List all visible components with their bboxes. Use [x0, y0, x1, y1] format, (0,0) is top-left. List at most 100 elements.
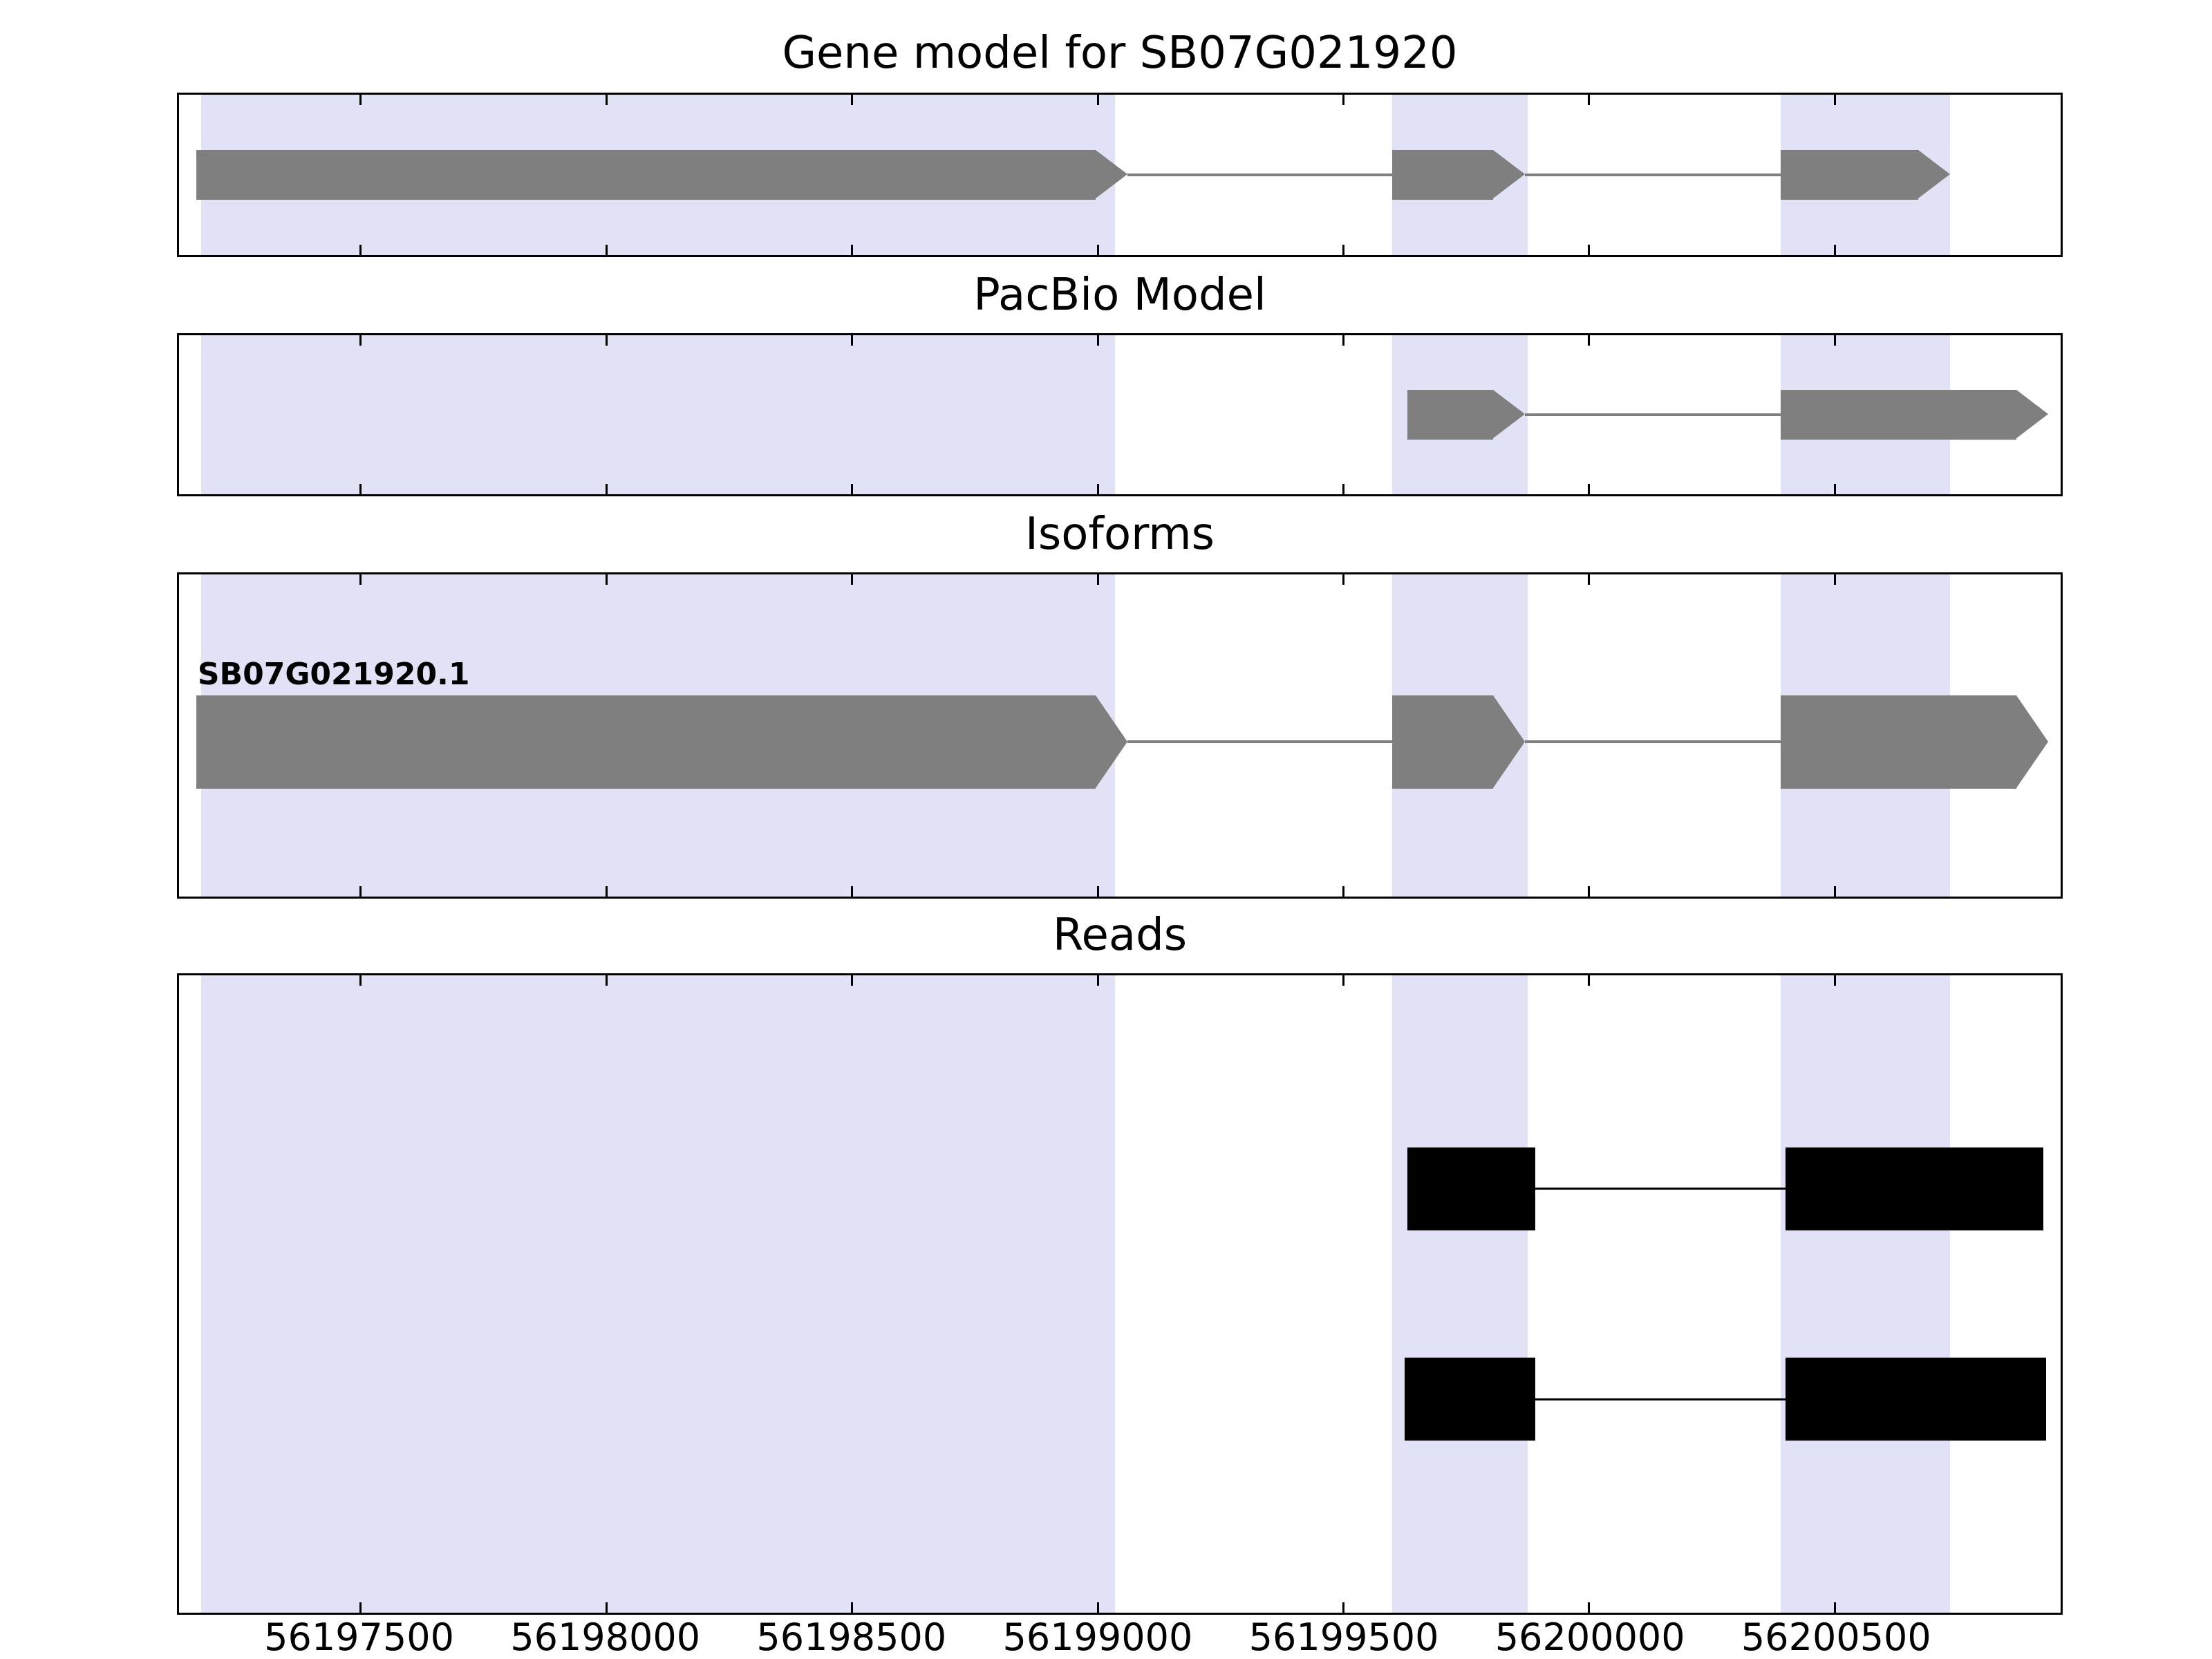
- x-axis-tick-label: 56198500: [756, 1615, 947, 1659]
- read-block: [1405, 1358, 1535, 1441]
- panel-reads: [177, 973, 2063, 1615]
- x-axis-tick-label: 56198000: [510, 1615, 701, 1659]
- exon-block: [1407, 390, 1494, 440]
- axis-tick-mark: [851, 1602, 854, 1613]
- axis-tick-mark: [359, 1602, 362, 1613]
- exon-block: [196, 695, 1096, 789]
- x-axis-tick-label: 56200000: [1494, 1615, 1685, 1659]
- highlight-region: [200, 335, 1115, 494]
- x-axis-tick-label: 56199500: [1248, 1615, 1439, 1659]
- intron-line: [1525, 413, 1781, 416]
- axis-tick-mark: [1342, 335, 1344, 346]
- panel-isoforms: SB07G021920.1: [177, 572, 2063, 899]
- axis-tick-mark: [359, 574, 362, 585]
- exon-arrow-tip: [1493, 150, 1526, 199]
- axis-tick-mark: [1833, 975, 1836, 986]
- exon-block: [1780, 695, 2017, 789]
- axis-tick-mark: [1096, 886, 1099, 897]
- axis-tick-mark: [1342, 574, 1344, 585]
- exon-block: [1780, 390, 2017, 440]
- axis-tick-mark: [1342, 975, 1344, 986]
- exon-block: [1780, 150, 1919, 200]
- axis-tick-mark: [359, 95, 362, 105]
- axis-tick-mark: [1588, 95, 1591, 105]
- exon-arrow-tip: [1095, 150, 1127, 199]
- axis-tick-mark: [1096, 574, 1099, 585]
- intron-line: [1525, 174, 1781, 176]
- axis-tick-mark: [1833, 245, 1836, 255]
- highlight-region: [1392, 975, 1528, 1613]
- axis-tick-mark: [359, 484, 362, 494]
- exon-arrow-tip: [2016, 695, 2049, 788]
- axis-tick-mark: [605, 95, 608, 105]
- axis-tick-mark: [605, 975, 608, 986]
- axis-tick-mark: [851, 95, 854, 105]
- axis-tick-mark: [359, 335, 362, 346]
- axis-tick-mark: [1833, 886, 1836, 897]
- axis-tick-mark: [605, 1602, 608, 1613]
- axis-tick-mark: [1833, 484, 1836, 494]
- axis-tick-mark: [359, 975, 362, 986]
- axis-tick-mark: [851, 975, 854, 986]
- panel-gene-model: [177, 93, 2063, 257]
- axis-tick-mark: [851, 335, 854, 346]
- axis-tick-mark: [1588, 975, 1591, 986]
- axis-tick-mark: [1096, 484, 1099, 494]
- exon-block: [196, 150, 1096, 200]
- axis-tick-mark: [1342, 484, 1344, 494]
- axis-tick-mark: [1096, 975, 1099, 986]
- exon-arrow-tip: [1918, 150, 1951, 199]
- axis-tick-mark: [1588, 1602, 1591, 1613]
- intron-line: [1525, 740, 1781, 744]
- axis-tick-mark: [1588, 335, 1591, 346]
- exon-block: [1392, 150, 1494, 200]
- axis-tick-mark: [1588, 574, 1591, 585]
- intron-line: [1127, 174, 1393, 176]
- axis-tick-mark: [359, 886, 362, 897]
- exon-block: [1392, 695, 1494, 789]
- read-block: [1785, 1358, 2046, 1441]
- axis-tick-mark: [605, 484, 608, 494]
- axis-tick-mark: [1096, 95, 1099, 105]
- axis-tick-mark: [1833, 574, 1836, 585]
- axis-tick-mark: [1588, 886, 1591, 897]
- axis-tick-mark: [1342, 95, 1344, 105]
- axis-tick-mark: [1342, 245, 1344, 255]
- panel-title-gene-model: Gene model for SB07G021920: [782, 28, 1458, 79]
- axis-tick-mark: [1096, 335, 1099, 346]
- axis-tick-mark: [605, 335, 608, 346]
- x-axis-tick-label: 56199000: [1002, 1615, 1193, 1659]
- axis-tick-mark: [1342, 886, 1344, 897]
- axis-tick-mark: [359, 245, 362, 255]
- read-block: [1785, 1147, 2044, 1230]
- axis-tick-mark: [851, 886, 854, 897]
- axis-tick-mark: [605, 245, 608, 255]
- exon-arrow-tip: [1493, 695, 1526, 788]
- exon-arrow-tip: [2016, 390, 2049, 439]
- panel-title-reads: Reads: [1052, 910, 1188, 961]
- read-block: [1407, 1147, 1535, 1230]
- x-axis-tick-label: 56197500: [264, 1615, 454, 1659]
- panel-title-isoforms: Isoforms: [1025, 509, 1215, 560]
- exon-arrow-tip: [1493, 390, 1526, 439]
- axis-tick-mark: [1588, 245, 1591, 255]
- highlight-region: [200, 975, 1115, 1613]
- highlight-region: [1780, 975, 1951, 1613]
- axis-tick-mark: [1833, 1602, 1836, 1613]
- x-axis-tick-label: 56200500: [1741, 1615, 1931, 1659]
- axis-tick-mark: [1096, 245, 1099, 255]
- panel-pacbio-model: [177, 333, 2063, 496]
- panel-title-pacbio-model: PacBio Model: [973, 270, 1266, 321]
- intron-line: [1535, 1398, 1785, 1400]
- axis-tick-mark: [605, 574, 608, 585]
- isoform-label: SB07G021920.1: [197, 656, 470, 692]
- intron-line: [1127, 740, 1393, 744]
- axis-tick-mark: [851, 245, 854, 255]
- x-axis-tick-labels: 56197500 56198000 56198500 56199000 56199500…: [177, 1619, 2063, 1659]
- axis-tick-mark: [1588, 484, 1591, 494]
- axis-tick-mark: [1833, 335, 1836, 346]
- exon-arrow-tip: [1095, 695, 1127, 788]
- axis-tick-mark: [851, 574, 854, 585]
- axis-tick-mark: [605, 886, 608, 897]
